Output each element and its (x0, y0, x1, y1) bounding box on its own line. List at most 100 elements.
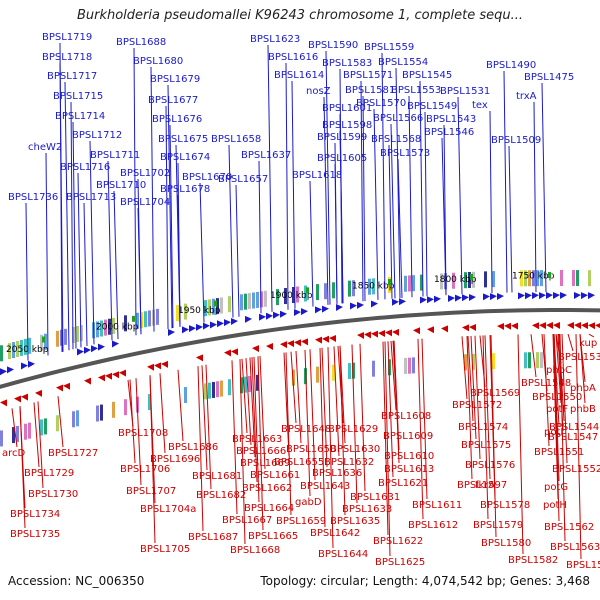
gene-label-forward[interactable]: BPSL1616 (268, 52, 318, 63)
gene-label-reverse[interactable]: BPSL1625 (375, 557, 425, 568)
gene-label-reverse[interactable]: BPSL1669 (240, 458, 290, 469)
gene-label-forward[interactable]: BPSL1710 (96, 180, 146, 191)
gene-label-reverse[interactable]: fkrA (475, 480, 495, 491)
gene-label-reverse[interactable]: BPSL1681 (192, 471, 242, 482)
gene-label-reverse[interactable]: potI (544, 427, 563, 438)
gene-label-reverse[interactable]: BPSL1667 (222, 515, 272, 526)
gene-label-reverse[interactable]: BPSL1661 (250, 470, 300, 481)
gene-label-forward[interactable]: BPSL1601 (322, 103, 372, 114)
gene-label-forward[interactable]: BPSL1568 (371, 134, 421, 145)
gene-label-reverse[interactable]: BPSL1550 (532, 392, 582, 403)
gene-label-reverse[interactable]: phbA (570, 383, 596, 394)
gene-label-forward[interactable]: BPSL1590 (308, 40, 358, 51)
gene-label-forward[interactable]: BPSL1658 (211, 134, 261, 145)
gene-label-reverse[interactable]: BPSL1613 (384, 464, 434, 475)
gene-label-forward[interactable]: BPSL1553 (391, 85, 441, 96)
gene-label-forward[interactable]: BPSL1704 (120, 197, 170, 208)
gene-label-forward[interactable]: BPSL1715 (53, 91, 103, 102)
gene-label-reverse[interactable]: BPSL1648 (281, 424, 331, 435)
gene-label-reverse[interactable]: BPSL1582 (508, 555, 558, 566)
gene-label-forward[interactable]: BPSL1657 (218, 174, 268, 185)
gene-label-forward[interactable]: BPSL1618 (292, 170, 342, 181)
gene-label-reverse[interactable]: BPSL1686 (168, 442, 218, 453)
gene-label-reverse[interactable]: BPSL1622 (373, 536, 423, 547)
gene-label-forward[interactable]: BPSL1598 (322, 120, 372, 131)
gene-label-forward[interactable]: BPSL1719 (42, 32, 92, 43)
gene-label-reverse[interactable]: BPSL1668 (230, 545, 280, 556)
gene-label-forward[interactable]: BPSL1711 (90, 150, 140, 161)
gene-label-forward[interactable]: BPSL1509 (491, 135, 541, 146)
gene-label-reverse[interactable]: BPSL1655 (274, 457, 324, 468)
gene-label-reverse[interactable]: BPSL1533 (558, 352, 600, 363)
gene-label-reverse[interactable]: BPSL1636 (312, 468, 362, 479)
gene-label-reverse[interactable]: BPSL1562 (544, 522, 594, 533)
gene-label-forward[interactable]: BPSL1688 (116, 37, 166, 48)
gene-label-forward[interactable]: BPSL1599 (317, 132, 367, 143)
gene-label-forward[interactable]: BPSL1546 (424, 127, 474, 138)
gene-label-forward[interactable]: BPSL1712 (72, 130, 122, 141)
gene-label-reverse[interactable]: BPSL1727 (48, 448, 98, 459)
gene-label-reverse[interactable]: BPSL1643 (300, 481, 350, 492)
gene-label-forward[interactable]: tex (472, 100, 488, 111)
gene-label-reverse[interactable]: BPSL1569 (470, 388, 520, 399)
gene-label-reverse[interactable]: BPSL1687 (188, 532, 238, 543)
gene-label-reverse[interactable]: BPSL1704a (140, 504, 196, 515)
gene-label-reverse[interactable]: BPSL1575 (461, 440, 511, 451)
gene-label-reverse[interactable]: kup (579, 338, 597, 349)
gene-label-forward[interactable]: BPSL1680 (133, 56, 183, 67)
gene-label-forward[interactable]: BPSL1549 (407, 101, 457, 112)
gene-label-forward[interactable]: BPSL1717 (47, 71, 97, 82)
gene-label-reverse[interactable]: BPSL1659 (276, 516, 326, 527)
gene-label-forward[interactable]: BPSL1570 (356, 98, 406, 109)
gene-label-reverse[interactable]: BPSL1682 (196, 490, 246, 501)
gene-label-reverse[interactable]: BPSL1644 (318, 549, 368, 560)
gene-label-reverse[interactable]: phbB (570, 404, 596, 415)
gene-label-forward[interactable]: nosZ (306, 86, 331, 97)
gene-label-reverse[interactable]: BPSL1548 (521, 378, 571, 389)
gene-label-forward[interactable]: BPSL1566 (373, 113, 423, 124)
gene-label-reverse[interactable]: BPSL1631 (350, 492, 400, 503)
gene-label-reverse[interactable]: BPSL1730 (28, 489, 78, 500)
gene-label-reverse[interactable]: BPSL1707 (126, 486, 176, 497)
gene-label-forward[interactable]: BPSL1679 (150, 74, 200, 85)
gene-label-forward[interactable]: BPSL1675 (158, 134, 208, 145)
gene-label-reverse[interactable]: BPSL1735 (10, 529, 60, 540)
gene-label-forward[interactable]: BPSL1545 (402, 70, 452, 81)
gene-label-forward[interactable]: BPSL1571 (343, 70, 393, 81)
gene-label-forward[interactable]: cheW2 (28, 142, 62, 153)
gene-label-reverse[interactable]: BPSL1552 (552, 464, 600, 475)
gene-label-forward[interactable]: BPSL1543 (426, 114, 476, 125)
gene-label-reverse[interactable]: BPSL1578 (480, 500, 530, 511)
gene-label-forward[interactable]: BPSL1605 (317, 153, 367, 164)
gene-label-forward[interactable]: BPSL1637 (241, 150, 291, 161)
gene-label-reverse[interactable]: BPSL1576 (465, 460, 515, 471)
gene-label-forward[interactable]: BPSL1713 (66, 192, 116, 203)
gene-label-forward[interactable]: BPSL1531 (440, 86, 490, 97)
gene-label-reverse[interactable]: BPSL1705 (140, 544, 190, 555)
gene-label-reverse[interactable]: potG (544, 482, 568, 493)
gene-label-forward[interactable]: BPSL1573 (380, 148, 430, 159)
gene-label-forward[interactable]: BPSL1678 (160, 184, 210, 195)
gene-label-forward[interactable]: BPSL1583 (322, 58, 372, 69)
gene-label-reverse[interactable]: BPSL1734 (10, 509, 60, 520)
gene-label-reverse[interactable]: BPSL1551 (534, 447, 584, 458)
gene-label-reverse[interactable]: BPSL1635 (330, 516, 380, 527)
gene-label-forward[interactable]: BPSL1674 (160, 152, 210, 163)
gene-label-forward[interactable]: BPSL1581 (345, 85, 395, 96)
gene-label-reverse[interactable]: arcD (2, 448, 26, 459)
gene-label-forward[interactable]: BPSL1714 (55, 111, 105, 122)
gene-label-reverse[interactable]: BPSL1610 (384, 451, 434, 462)
gene-label-reverse[interactable]: BPSL1630 (330, 444, 380, 455)
gene-label-forward[interactable]: BPSL1702 (120, 168, 170, 179)
gene-label-forward[interactable]: BPSL1670 (182, 172, 232, 183)
gene-label-forward[interactable]: trxA (516, 91, 537, 102)
gene-label-reverse[interactable]: BPSL1544 (549, 422, 599, 433)
gene-label-reverse[interactable]: BPSL1696 (150, 454, 200, 465)
gene-label-reverse[interactable]: gabD (295, 497, 322, 508)
gene-label-forward[interactable]: BPSL1718 (42, 52, 92, 63)
gene-label-reverse[interactable]: BPSL1580 (481, 538, 531, 549)
gene-label-forward[interactable]: BPSL1490 (486, 60, 536, 71)
gene-label-forward[interactable]: BPSL1554 (378, 57, 428, 68)
gene-label-reverse[interactable]: BPSL1612 (408, 520, 458, 531)
gene-label-reverse[interactable]: BPSL1564 (566, 560, 600, 571)
